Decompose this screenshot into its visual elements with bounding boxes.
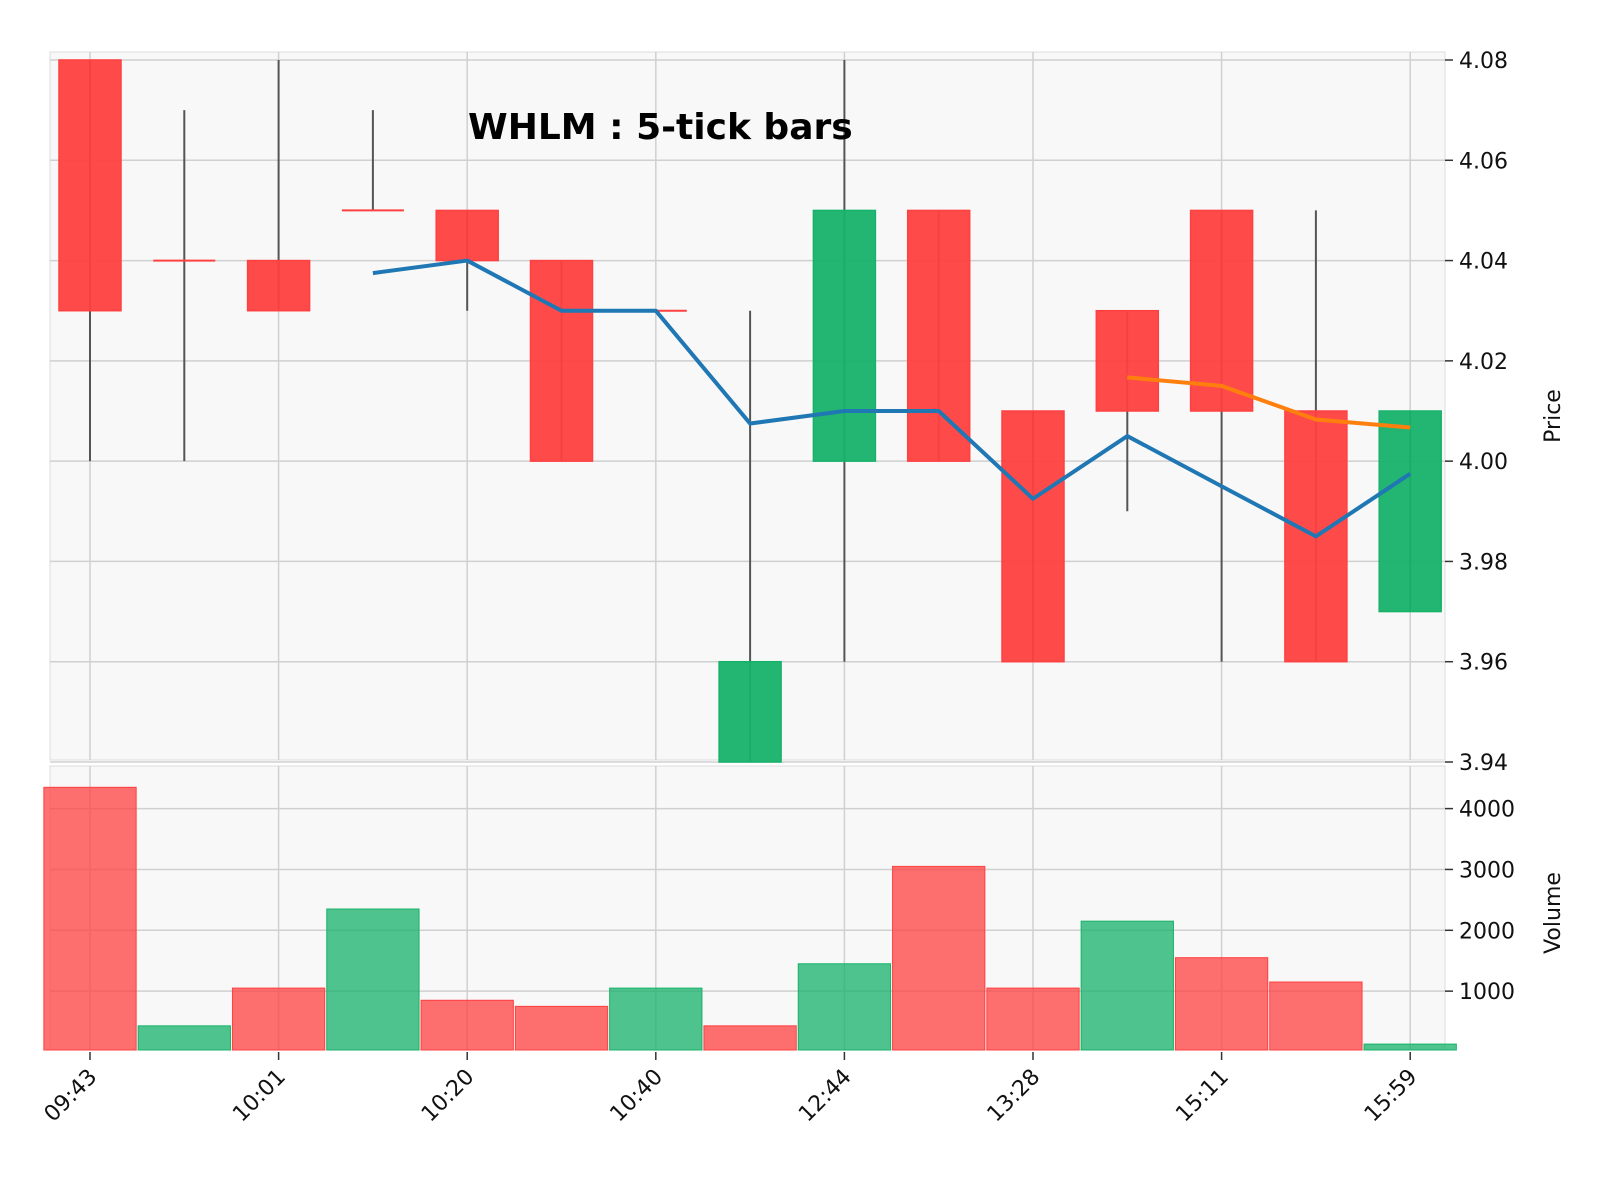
x-tick-label: 15:59 bbox=[1360, 1065, 1423, 1128]
candle-body bbox=[1001, 410, 1065, 663]
x-tick-label: 12:44 bbox=[794, 1065, 857, 1128]
x-tick-label: 13:28 bbox=[983, 1065, 1046, 1128]
volume-bar bbox=[892, 865, 986, 1051]
candle-body bbox=[1378, 410, 1442, 613]
volume-bar bbox=[137, 1025, 231, 1051]
volume-bar bbox=[231, 987, 326, 1051]
candle-body bbox=[718, 660, 782, 763]
volume-axis-title: Volume bbox=[1541, 872, 1566, 954]
volume-tick-label: 2000 bbox=[1459, 919, 1515, 944]
candle-body bbox=[1189, 209, 1254, 412]
x-tick-labels: 09:43 10:01 10:20 10:40 12:44 13:28 15:11 15:59 bbox=[40, 1052, 1423, 1128]
price-tick-label: 4.00 bbox=[1459, 450, 1508, 475]
candle-body bbox=[1095, 309, 1160, 412]
candle-body bbox=[58, 59, 122, 312]
volume-bar bbox=[326, 908, 420, 1051]
volume-bar bbox=[703, 1025, 797, 1051]
volume-tick-labels: 1000 2000 3000 4000 bbox=[1445, 798, 1515, 1005]
chart-title: WHLM : 5-tick bars bbox=[468, 107, 853, 148]
volume-bar bbox=[1363, 1043, 1457, 1051]
volume-bar bbox=[43, 786, 137, 1051]
volume-bars bbox=[43, 786, 1457, 1051]
moving-average-line bbox=[372, 258, 1412, 539]
candle-body bbox=[812, 209, 877, 462]
candle-body bbox=[906, 209, 971, 462]
candle-body bbox=[246, 259, 311, 312]
volume-tick-label: 1000 bbox=[1459, 980, 1515, 1005]
x-tick-label: 09:43 bbox=[40, 1065, 103, 1128]
x-tick-label: 10:01 bbox=[228, 1065, 291, 1128]
volume-tick-label: 3000 bbox=[1459, 858, 1515, 883]
candle-body bbox=[435, 209, 499, 262]
volume-bar bbox=[514, 1005, 609, 1051]
price-tick-labels: 3.94 3.96 3.98 4.00 4.02 4.04 4.06 4.08 bbox=[1445, 49, 1508, 776]
volume-bar bbox=[1080, 920, 1174, 1051]
price-tick-label: 3.94 bbox=[1459, 751, 1508, 776]
candles bbox=[58, 59, 1442, 763]
price-tick-label: 4.06 bbox=[1459, 149, 1508, 174]
volume-tick-label: 4000 bbox=[1459, 798, 1515, 823]
volume-bar bbox=[420, 999, 514, 1051]
price-axis-title: Price bbox=[1541, 389, 1566, 443]
x-tick-label: 10:40 bbox=[606, 1065, 669, 1128]
price-tick-label: 3.98 bbox=[1459, 550, 1508, 575]
price-tick-label: 4.02 bbox=[1459, 350, 1508, 375]
candle-body bbox=[529, 259, 594, 462]
volume-bar bbox=[1269, 981, 1363, 1051]
price-tick-label: 3.96 bbox=[1459, 651, 1508, 676]
x-tick-label: 10:20 bbox=[417, 1065, 480, 1128]
moving-average-lines bbox=[372, 258, 1412, 539]
volume-bar bbox=[1174, 957, 1269, 1051]
price-tick-label: 4.08 bbox=[1459, 49, 1508, 74]
price-tick-label: 4.04 bbox=[1459, 250, 1508, 275]
volume-bar bbox=[797, 963, 892, 1051]
moving-average-line bbox=[1127, 375, 1411, 430]
x-tick-label: 15:11 bbox=[1171, 1065, 1234, 1128]
volume-bar bbox=[986, 987, 1080, 1051]
volume-bar bbox=[609, 987, 703, 1051]
